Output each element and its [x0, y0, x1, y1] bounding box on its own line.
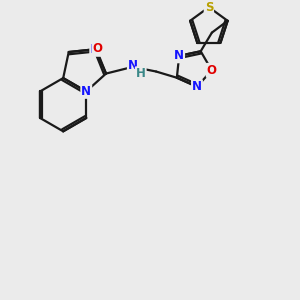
Text: O: O	[207, 64, 217, 77]
Text: N: N	[81, 85, 91, 98]
Text: N: N	[192, 80, 202, 93]
Text: O: O	[92, 42, 102, 56]
Text: N: N	[90, 43, 100, 56]
Text: N: N	[174, 49, 184, 62]
Text: S: S	[205, 1, 213, 14]
Text: N: N	[128, 59, 138, 72]
Text: H: H	[136, 67, 146, 80]
